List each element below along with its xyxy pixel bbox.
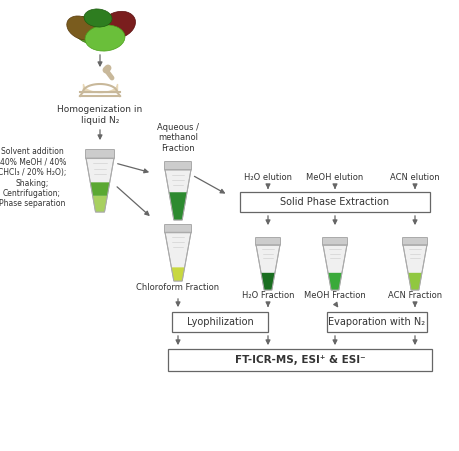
Text: Solvent addition
(40% MeOH / 40%
CHCl₃ / 20% H₂O);
Shaking;
Centrifugation;
Phas: Solvent addition (40% MeOH / 40% CHCl₃ /…: [0, 147, 67, 208]
Polygon shape: [169, 192, 187, 220]
Ellipse shape: [67, 16, 97, 40]
Polygon shape: [408, 273, 422, 290]
Bar: [172, 312, 268, 332]
FancyBboxPatch shape: [164, 225, 191, 233]
Bar: [168, 349, 432, 371]
Polygon shape: [165, 232, 191, 281]
Polygon shape: [328, 273, 342, 290]
Text: H₂O Fraction: H₂O Fraction: [242, 290, 294, 299]
Polygon shape: [171, 267, 185, 281]
FancyBboxPatch shape: [164, 161, 191, 170]
FancyBboxPatch shape: [85, 149, 114, 159]
Ellipse shape: [101, 11, 135, 39]
FancyBboxPatch shape: [323, 238, 347, 245]
Text: FT-ICR-MS, ESI⁺ & ESI⁻: FT-ICR-MS, ESI⁺ & ESI⁻: [235, 355, 365, 365]
Text: Aqueous /
methanol
Fraction: Aqueous / methanol Fraction: [157, 123, 199, 153]
Polygon shape: [403, 245, 427, 290]
Text: MeOH Fraction: MeOH Fraction: [304, 290, 366, 299]
Polygon shape: [86, 158, 114, 212]
Ellipse shape: [85, 25, 125, 51]
Text: Evaporation with N₂: Evaporation with N₂: [329, 317, 425, 327]
Text: Chloroform Fraction: Chloroform Fraction: [136, 284, 219, 293]
Text: Solid Phase Extraction: Solid Phase Extraction: [280, 197, 390, 207]
Polygon shape: [165, 170, 191, 220]
Ellipse shape: [73, 16, 111, 44]
Polygon shape: [323, 245, 347, 290]
Text: Homogenization in
liquid N₂: Homogenization in liquid N₂: [57, 105, 143, 124]
Text: Lyophilization: Lyophilization: [187, 317, 253, 327]
Text: MeOH elution: MeOH elution: [306, 172, 364, 181]
Bar: [240, 192, 430, 212]
FancyBboxPatch shape: [403, 238, 427, 245]
Text: ACN Fraction: ACN Fraction: [388, 290, 442, 299]
Text: ACN elution: ACN elution: [390, 172, 440, 181]
Ellipse shape: [84, 9, 112, 27]
Polygon shape: [261, 273, 275, 290]
FancyBboxPatch shape: [256, 238, 280, 245]
Bar: [327, 312, 427, 332]
Polygon shape: [93, 196, 107, 212]
Polygon shape: [256, 245, 280, 290]
Polygon shape: [90, 182, 110, 196]
Text: H₂O elution: H₂O elution: [244, 172, 292, 181]
